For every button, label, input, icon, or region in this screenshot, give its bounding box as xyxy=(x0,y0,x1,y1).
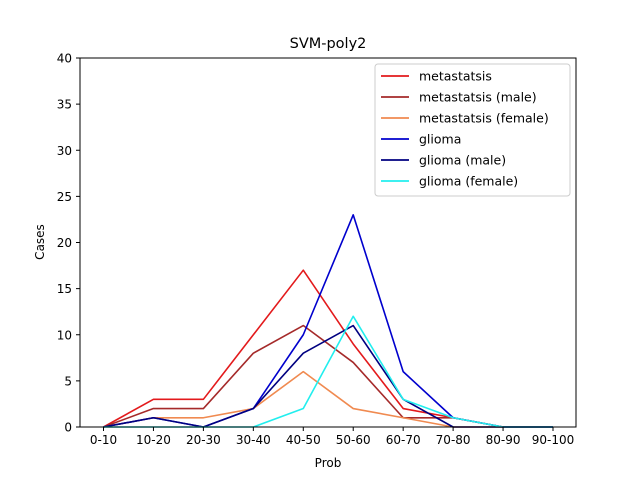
chart-title: SVM-poly2 xyxy=(290,36,367,52)
y-axis: 0 5 10 15 20 25 30 35 40 xyxy=(57,52,80,435)
series-line-4 xyxy=(103,324,553,428)
legend-label: glioma (male) xyxy=(419,153,506,168)
y-tick-label: 10 xyxy=(57,328,72,342)
y-tick-label: 35 xyxy=(57,98,72,112)
legend-label: metastatsis xyxy=(419,69,492,84)
series-line-3 xyxy=(103,214,553,428)
x-tick-label: 50-60 xyxy=(336,433,371,447)
legend-label: metastatsis (female) xyxy=(419,111,549,126)
series-layer xyxy=(103,214,553,428)
x-tick-label: 70-80 xyxy=(436,433,471,447)
x-tick-label: 40-50 xyxy=(286,433,321,447)
legend: metastatsis metastatsis (male) metastatsis… xyxy=(374,63,571,197)
y-tick-label: 40 xyxy=(57,52,72,66)
y-tick-label: 15 xyxy=(57,282,72,296)
y-axis-label: Cases xyxy=(33,224,47,260)
y-tick-label: 20 xyxy=(57,236,72,250)
series-line-5 xyxy=(103,315,553,428)
x-tick-label: 80-90 xyxy=(486,433,521,447)
y-tick-label: 25 xyxy=(57,190,72,204)
y-tick-label: 0 xyxy=(64,421,72,435)
x-tick-label: 90-100 xyxy=(532,433,575,447)
series-line-0 xyxy=(103,269,553,428)
x-axis: 0-10 10-20 20-30 30-40 40-50 50-60 60-70 70-80 8… xyxy=(90,427,574,447)
legend-label: glioma xyxy=(419,132,461,147)
series-line-1 xyxy=(103,324,553,428)
x-tick-label: 60-70 xyxy=(386,433,421,447)
y-tick-label: 5 xyxy=(64,374,72,388)
y-tick-label: 30 xyxy=(57,144,72,158)
legend-label: glioma (female) xyxy=(419,174,518,189)
x-tick-label: 0-10 xyxy=(90,433,117,447)
x-tick-label: 30-40 xyxy=(236,433,271,447)
x-axis-label: Prob xyxy=(315,456,342,470)
x-tick-label: 20-30 xyxy=(186,433,221,447)
legend-label: metastatsis (male) xyxy=(419,90,537,105)
legend-box xyxy=(374,63,571,197)
x-tick-label: 10-20 xyxy=(136,433,171,447)
